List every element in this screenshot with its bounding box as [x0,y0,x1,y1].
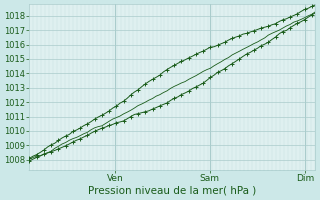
X-axis label: Pression niveau de la mer( hPa ): Pression niveau de la mer( hPa ) [88,186,257,196]
